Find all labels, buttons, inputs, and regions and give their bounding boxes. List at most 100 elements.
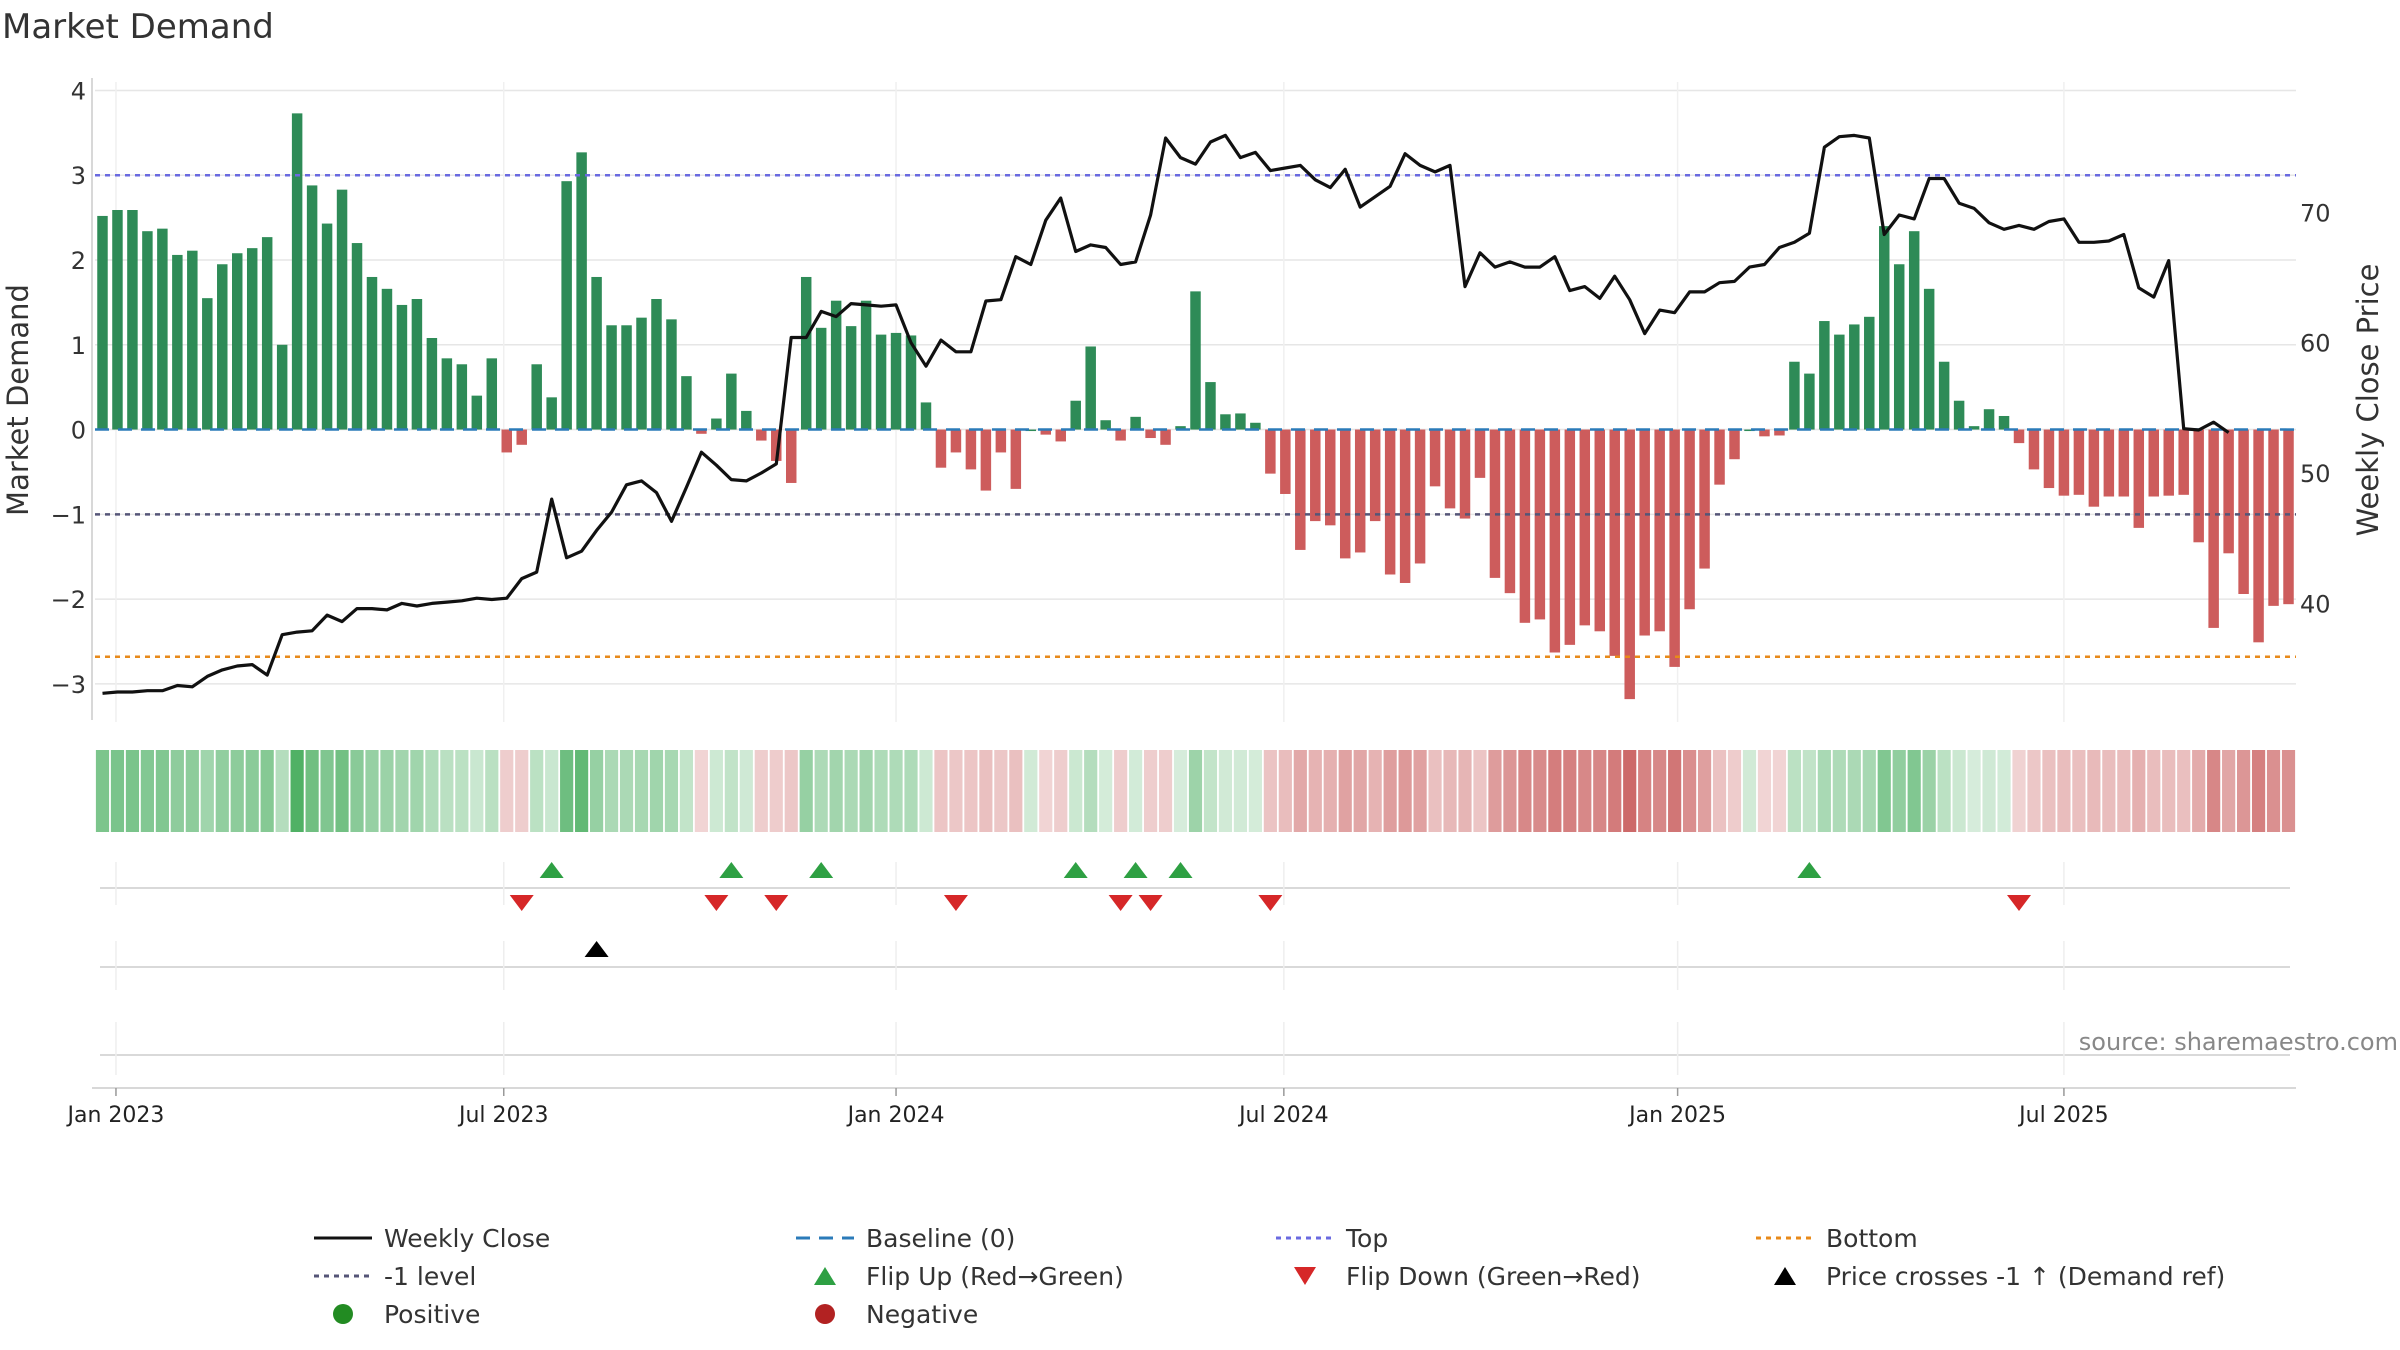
legend-item: Price crosses -1 ↑ (Demand ref) <box>1774 1262 2225 1291</box>
y-tick-label: −1 <box>51 501 86 529</box>
heat-cell <box>260 750 274 832</box>
heat-cell <box>2207 750 2221 832</box>
heat-cell <box>1742 750 1757 832</box>
demand-bar <box>516 429 527 445</box>
heat-cell <box>530 750 544 832</box>
legend-label: -1 level <box>384 1262 476 1291</box>
heat-cell <box>1054 750 1068 832</box>
heat-cell <box>1907 750 1921 832</box>
demand-bar <box>127 210 138 430</box>
demand-bar <box>1489 429 1501 578</box>
heat-cell <box>784 750 798 832</box>
heat-cell <box>1832 750 1846 832</box>
heat-cell <box>95 750 110 832</box>
heat-cell <box>1143 750 1158 832</box>
heat-cell <box>2222 750 2236 832</box>
heat-cell <box>380 750 394 832</box>
heat-cell <box>619 750 634 832</box>
demand-bar <box>696 429 707 434</box>
demand-bar <box>351 243 363 430</box>
demand-bar <box>1819 321 1830 430</box>
demand-bar <box>1265 429 1276 474</box>
demand-bar <box>860 300 872 430</box>
heat-cell <box>724 750 738 832</box>
heat-cell <box>1668 750 1682 832</box>
demand-bar <box>172 254 183 430</box>
demand-bar <box>1384 429 1396 575</box>
demand-bar <box>726 373 737 430</box>
demand-bar <box>1564 429 1576 645</box>
heat-cell <box>1608 750 1622 832</box>
heat-strip <box>95 750 2296 832</box>
demand-bar <box>1774 429 1785 436</box>
demand-bar <box>187 250 198 430</box>
y-tick-label: 4 <box>71 77 86 105</box>
demand-bar <box>426 338 438 430</box>
demand-bar <box>2253 429 2264 643</box>
demand-bar <box>591 276 602 430</box>
demand-bar <box>321 223 333 430</box>
demand-bar <box>1699 429 1710 569</box>
legend-label: Baseline (0) <box>866 1224 1015 1253</box>
demand-bar <box>1609 429 1620 656</box>
demand-bar <box>1624 429 1635 700</box>
demand-bar <box>2058 429 2070 496</box>
legend-label: Negative <box>866 1300 978 1329</box>
demand-bar <box>815 327 827 430</box>
heat-cell <box>2102 750 2116 832</box>
demand-bar <box>1459 429 1471 519</box>
heat-cell <box>1473 750 1487 832</box>
demand-bar <box>531 364 542 430</box>
demand-bar <box>681 376 692 430</box>
heat-cell <box>1443 750 1457 832</box>
demand-bar <box>785 429 797 483</box>
flip-down-marker <box>943 895 968 911</box>
demand-bar <box>546 397 557 430</box>
demand-bar <box>2163 429 2174 496</box>
heat-cell <box>500 750 514 832</box>
heat-cell <box>1353 750 1367 832</box>
heat-cell <box>1593 750 1607 832</box>
y2-tick-label: 70 <box>2300 199 2331 227</box>
heat-cell <box>1697 750 1712 832</box>
heat-cell <box>365 750 379 832</box>
demand-bar <box>756 429 767 441</box>
heat-cell <box>1503 750 1517 832</box>
demand-bar <box>1010 429 1022 489</box>
demand-bar <box>1025 429 1037 432</box>
demand-bar <box>112 210 123 430</box>
demand-bar <box>1399 429 1411 583</box>
demand-bar <box>1923 288 1935 430</box>
demand-bar <box>291 113 303 430</box>
heat-cell <box>1413 750 1427 832</box>
demand-bar <box>336 189 348 430</box>
heat-cell <box>1638 750 1652 832</box>
demand-bar <box>905 335 917 430</box>
demand-bar <box>1684 429 1695 610</box>
demand-bar <box>995 429 1007 453</box>
y-tick-label: −2 <box>51 586 86 614</box>
demand-bar <box>1893 264 1905 430</box>
demand-bar <box>1669 429 1680 667</box>
legend-item: Positive <box>333 1300 480 1329</box>
demand-bar <box>1205 382 1216 430</box>
heat-cell <box>1787 750 1801 832</box>
legend-swatch <box>815 1304 835 1324</box>
heat-cell <box>1129 750 1143 832</box>
heat-cell <box>455 750 469 832</box>
heat-cell <box>2087 750 2101 832</box>
legend-label: Flip Down (Green→Red) <box>1346 1262 1641 1291</box>
heat-cell <box>979 750 993 832</box>
heat-cell <box>2147 750 2161 832</box>
demand-bar <box>1864 316 1875 430</box>
demand-bar <box>576 152 587 430</box>
heat-cell <box>320 750 334 832</box>
x-tick-label: Jul 2024 <box>1237 1103 1329 1128</box>
heat-cell <box>515 750 529 832</box>
demand-bar <box>2178 429 2189 495</box>
main-panel: 4 3 2 1 0 −1 −2 −3 70 60 50 40 <box>51 77 2331 722</box>
demand-bar <box>202 298 213 430</box>
heat-cell <box>470 750 484 832</box>
heat-cell <box>2281 750 2296 832</box>
